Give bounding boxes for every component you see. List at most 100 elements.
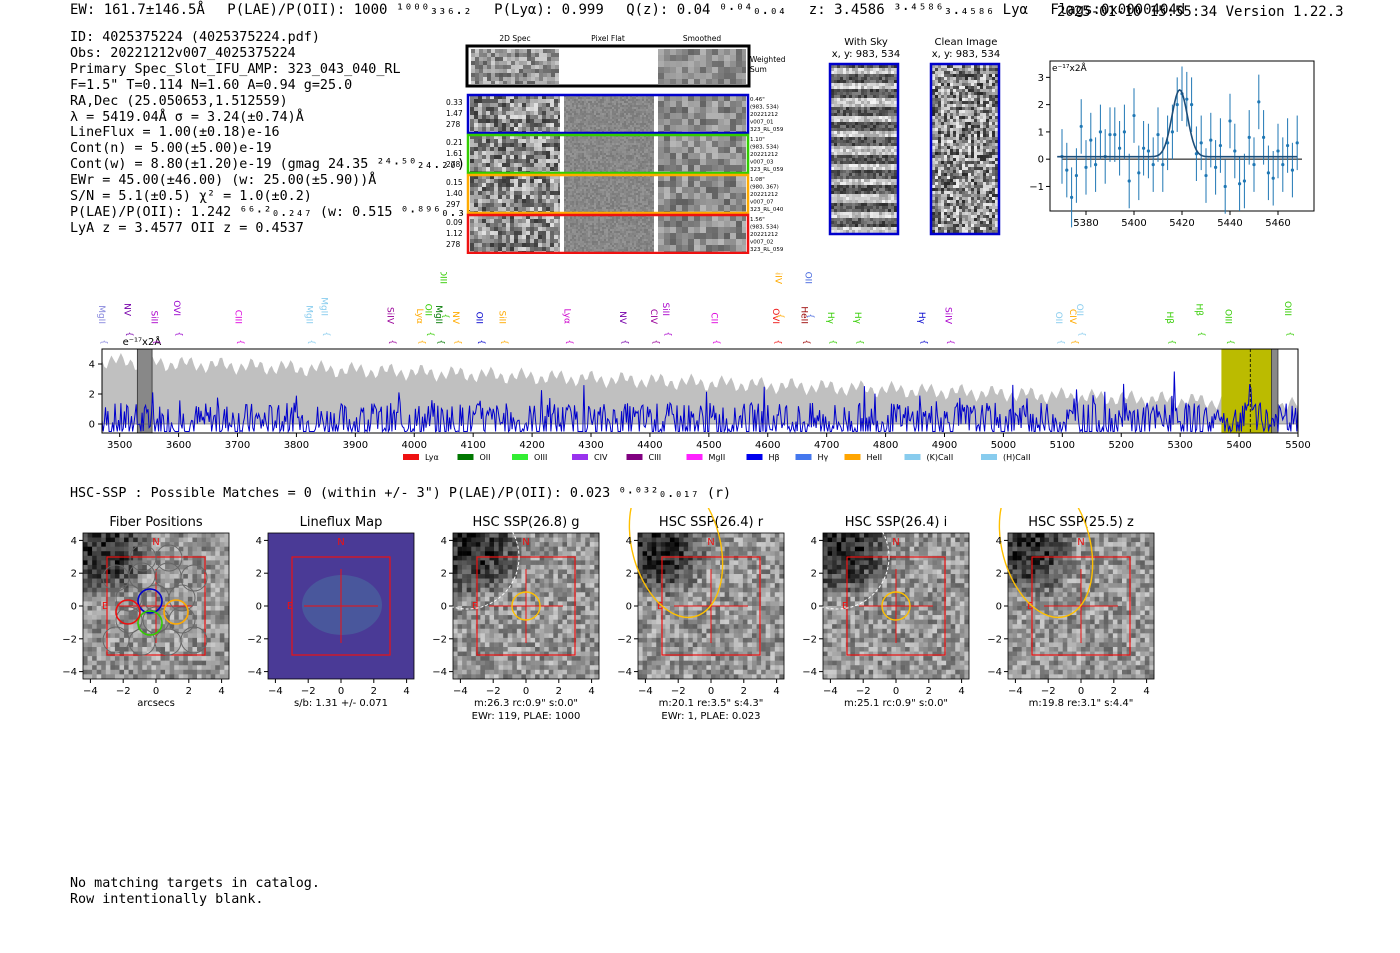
spectrum-xtick-label: 4600	[755, 440, 780, 451]
fiber-row-info: v007_01	[750, 120, 774, 126]
spectrum-line-brace: {	[307, 339, 316, 344]
fit-xtick-label: 5380	[1073, 218, 1098, 229]
fiber-row-info: v007_02	[750, 240, 774, 246]
fiber-row-stat: 0.15	[446, 178, 463, 187]
fiber-row-stat: 278	[446, 240, 461, 249]
spectrum-line-marker: OIII	[1282, 301, 1292, 316]
with-sky-title-line: With Sky	[844, 37, 888, 48]
fit-ytick-label: 2	[1038, 100, 1044, 111]
fiber-row-info: 323_RL_040	[750, 207, 784, 213]
spectrum-xtick-label: 3900	[343, 440, 368, 451]
spectrum-line-marker: SiIV	[385, 307, 395, 325]
spectrum-ytick-label: 2	[89, 390, 95, 401]
fit-point	[1122, 130, 1126, 134]
spectrum-xtick-label: 3700	[225, 440, 250, 451]
spectrum-line-marker: Hβ	[1164, 311, 1174, 324]
fiber-row-info: v007_07	[750, 200, 774, 206]
fiber-row-info: (983, 534)	[750, 105, 779, 111]
fit-point	[1142, 146, 1146, 150]
weighted-sum-2d	[471, 49, 559, 84]
spectrum-xtick-label: 3500	[107, 440, 132, 451]
header-bar: EW: 161.7±146.5Å P(LAE)/P(OII): 1000 ¹⁰⁰…	[70, 2, 1199, 18]
fit-ylabel: e⁻¹⁷x2Å	[1052, 62, 1088, 74]
imaging-panel: HSC SSP(26.4) i N E −4 −4 −2 −2 0 0 2 2 4 4 m:25.1 rc…	[784, 508, 970, 709]
spectrum-xtick-label: 4700	[814, 440, 839, 451]
sky-images	[828, 62, 1001, 236]
spectrum-line-brace: {	[237, 339, 246, 344]
spectrum-highlight-range	[1221, 349, 1275, 433]
imaging-ytick-label: 2	[626, 569, 632, 580]
fiber-row-frame	[466, 213, 750, 254]
spectrum-line-marker: OIII	[1222, 309, 1232, 324]
imaging-caption: m:20.1 re:3.5" s:4.3"	[659, 698, 764, 709]
with-sky-title: With Sky x, y: 983, 534	[830, 37, 902, 61]
aperture-box	[291, 556, 391, 656]
fiber-circle	[155, 544, 183, 572]
fiber-row-stat: 297	[446, 200, 461, 209]
imaging-xtick-label: 0	[338, 686, 344, 697]
cutout-col-label: Pixel Flat	[591, 34, 625, 43]
imaging-ytick-label: 0	[71, 602, 77, 613]
imaging-ytick-label: 4	[71, 536, 77, 547]
imaging-xtick-label: 4	[403, 686, 409, 697]
full-spectrum-chart: 3500 3600 3700 3800 3900 4000 4100 4200 4300 4400…	[89, 272, 1311, 462]
fit-point	[1108, 133, 1112, 137]
spectrum-line-brace: {	[774, 339, 783, 344]
spectrum-line-brace: {	[664, 331, 673, 336]
spectrum-xtick-label: 4100	[460, 440, 485, 451]
fiber-row-info: 323_RL_059	[750, 167, 784, 173]
fit-point	[1156, 133, 1160, 137]
spectrum-xtick-label: 4500	[696, 440, 721, 451]
spectrum-xtick-label: 5200	[1109, 440, 1134, 451]
compass-north: N	[892, 537, 899, 548]
spectrum-line-marker: MgII	[96, 305, 106, 324]
fiber-circle	[168, 606, 196, 634]
cutout-separator	[655, 95, 658, 133]
fiber-row-info: 323_RL_059	[750, 127, 784, 133]
spectrum-legend: Lyα OII OIII CIV CIII MgII Hβ Hγ HeII (K)CaII (H)C…	[403, 453, 1030, 462]
fit-point	[1079, 124, 1083, 129]
spectrum-xtick-label: 5300	[1167, 440, 1192, 451]
fit-point	[1098, 130, 1102, 134]
compass-north: N	[522, 537, 529, 548]
fit-point	[1290, 168, 1294, 172]
header-plya: P(Lyα): 0.999	[494, 2, 604, 18]
spectrum-line-marker: Lyα	[561, 309, 571, 325]
legend-swatch	[795, 454, 812, 460]
clean-image	[932, 65, 998, 233]
spectrum-xtick-label: 3800	[284, 440, 309, 451]
fiber-smoothed	[658, 95, 746, 133]
fit-ytick-label: 3	[1038, 73, 1044, 84]
imaging-xtick-label: −4	[453, 686, 468, 697]
imaging-ytick-label: −2	[62, 634, 77, 645]
fiber-fourth	[115, 599, 141, 625]
legend-swatch	[844, 454, 861, 460]
info-line: LyA z = 3.4577 OII z = 0.4537	[70, 220, 304, 236]
fit-point	[1252, 163, 1256, 167]
spectrum-xtick-label: 4000	[402, 440, 427, 451]
imaging-panel-title: HSC SSP(26.4) r	[659, 515, 764, 530]
fit-ytick-label: 1	[1038, 127, 1044, 138]
legend-label: CIV	[594, 453, 608, 462]
spectrum-line-brace: {	[1286, 331, 1295, 336]
imaging-xtick-label: 0	[708, 686, 714, 697]
legend-swatch	[403, 454, 419, 460]
spectrum-xtick-label: 5000	[991, 440, 1016, 451]
legend-label: Lyα	[425, 453, 439, 462]
imaging-ytick-label: 4	[256, 536, 262, 547]
spectrum-line-marker: CIII	[233, 310, 243, 324]
info-line: RA,Dec (25.050653,1.512559)	[70, 93, 288, 109]
fit-point	[1238, 182, 1242, 186]
fit-point	[1295, 141, 1299, 145]
fiber-row-frame	[466, 173, 750, 215]
info-line: Cont(w) = 8.80(±1.20)e-19 (gmag 24.35 ²⁴…	[70, 157, 466, 173]
imaging-xtick-label: 2	[186, 686, 192, 697]
info-line: ID: 4025375224 (4025375224.pdf)	[70, 30, 320, 45]
imaging-ytick-label: 2	[811, 569, 817, 580]
fiber-row-info: (983, 534)	[750, 225, 779, 231]
imaging-caption: m:25.1 rc:0.9" s:0.0"	[844, 698, 948, 709]
fit-point	[1247, 135, 1251, 139]
spectrum-line-brace: {	[920, 339, 929, 344]
spectrum-flux-line	[101, 371, 1299, 434]
